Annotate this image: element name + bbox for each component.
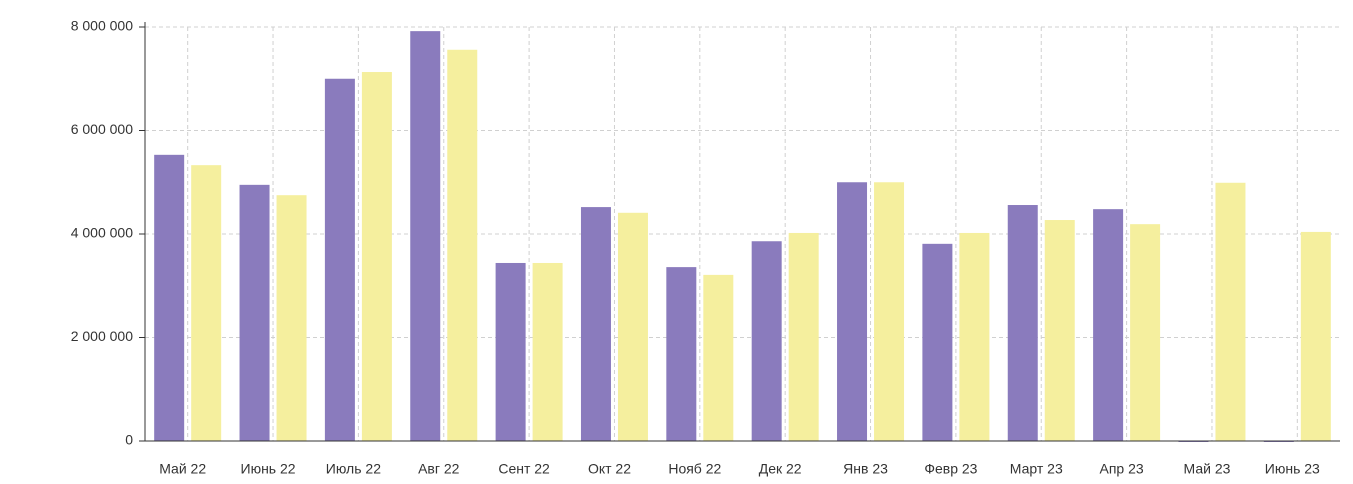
x-tick-label: Май 23 [1184,461,1231,477]
bar [1130,224,1161,441]
x-tick-label: Май 22 [159,461,206,477]
y-tick-label: 0 [125,432,133,448]
bar [324,78,355,441]
x-tick-label: Сент 22 [498,461,550,477]
y-tick-label: 6 000 000 [71,121,133,137]
bar [532,262,563,441]
bar [1044,220,1075,441]
y-tick-label: 2 000 000 [71,328,133,344]
x-tick-label: Февр 23 [924,461,977,477]
bar [1093,209,1124,441]
bar [580,207,611,441]
bar [959,232,990,441]
x-tick-label: Авг 22 [418,461,460,477]
x-tick-label: Нояб 22 [668,461,721,477]
bar [788,232,819,441]
x-tick-label: Окт 22 [588,461,631,477]
bar [874,182,905,441]
bar [1215,182,1246,441]
y-tick-label: 4 000 000 [71,225,133,241]
bar [703,274,734,441]
bar [922,243,953,441]
bar [191,165,222,442]
x-tick-label: Июль 22 [326,461,381,477]
bar [447,49,478,442]
x-tick-label: Июнь 23 [1265,461,1320,477]
bar [361,72,392,442]
bar [666,267,697,441]
x-tick-label: Янв 23 [843,461,888,477]
bar [751,241,782,441]
bar [495,262,526,441]
x-tick-label: Июнь 22 [241,461,296,477]
bar [1300,231,1331,441]
bar [617,212,648,441]
bar [239,184,270,441]
y-tick-label: 8 000 000 [71,18,133,34]
x-tick-label: Апр 23 [1100,461,1144,477]
x-tick-label: Март 23 [1010,461,1063,477]
bar [1007,205,1038,441]
bar [276,195,307,441]
bar [410,31,441,441]
bar [154,154,185,441]
x-tick-label: Дек 22 [759,461,802,477]
bar [837,182,868,441]
